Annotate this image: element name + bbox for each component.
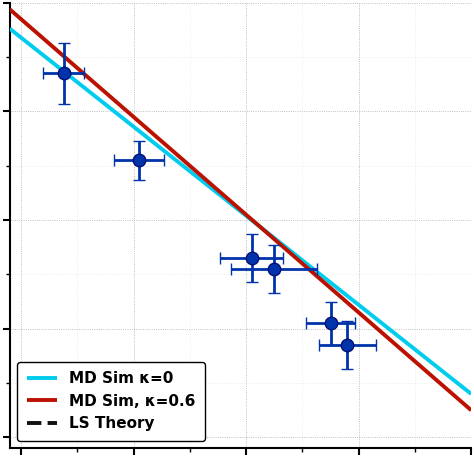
Legend: MD Sim κ=0, MD Sim, κ=0.6, LS Theory: MD Sim κ=0, MD Sim, κ=0.6, LS Theory bbox=[18, 362, 205, 441]
